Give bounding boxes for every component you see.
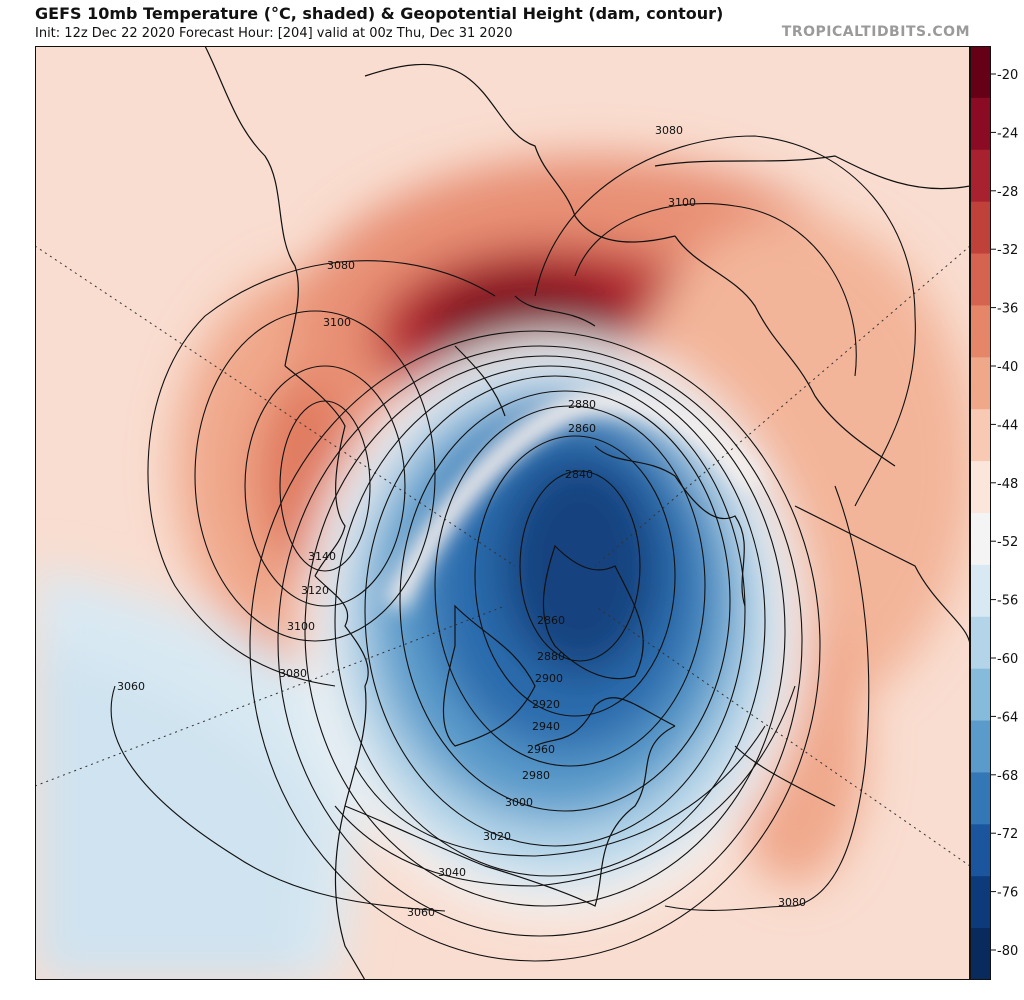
contour-label: 3080: [279, 667, 307, 680]
colorbar-tick-label: -72: [997, 827, 1018, 842]
contour-3040: [334, 685, 796, 887]
contour-label-group: 3080 3100 3080 3100 3140 3120 3100 3080 …: [117, 124, 806, 919]
contour-3100-tr: [574, 203, 857, 377]
contour-2960: [304, 355, 786, 907]
contour-label: 3040: [438, 866, 466, 879]
contour-label: 2960: [527, 743, 555, 756]
contour-3100-w: [194, 310, 436, 642]
contour-label: 3000: [505, 796, 533, 809]
map-title: GEFS 10mb Temperature (°C, shaded) & Geo…: [35, 4, 724, 23]
map-border: [35, 46, 970, 980]
contour-label: 3080: [655, 124, 683, 137]
colorbar-tick-label: -32: [997, 243, 1018, 258]
colorbar-tick-label: -76: [997, 886, 1018, 901]
colorbar-swatch: [970, 461, 991, 514]
contour-label: 3020: [483, 830, 511, 843]
map-subtitle: Init: 12z Dec 22 2020 Forecast Hour: [20…: [35, 26, 513, 41]
colorbar-tick-label: -20: [997, 68, 1018, 83]
contour-label: 3120: [301, 584, 329, 597]
contour-label: 2860: [537, 614, 565, 627]
contour-2840: [519, 470, 641, 662]
colorbar-swatch: [970, 149, 991, 203]
contour-label: 2900: [535, 672, 563, 685]
colorbar-tick-label: -80: [997, 944, 1018, 959]
colorbar-tick-label: -68: [997, 769, 1018, 784]
contour-2880: [434, 405, 706, 767]
contour-2920: [364, 375, 746, 847]
contour-label: 3060: [407, 906, 435, 919]
colorbar-swatch: [970, 616, 991, 670]
contour-label: 3060: [117, 680, 145, 693]
contour-3080-tr: [534, 135, 916, 507]
contour-3000: [249, 330, 821, 962]
contour-3140: [279, 400, 371, 572]
colorbar-swatch: [970, 409, 991, 462]
colorbar-tick-label: -56: [997, 594, 1018, 609]
colorbar-tick-label: -60: [997, 652, 1018, 667]
contour-label: 2940: [532, 720, 560, 733]
contour-label: 2880: [537, 650, 565, 663]
colorbar-swatch: [970, 97, 991, 151]
contour-2860: [474, 435, 676, 717]
contour-2900: [399, 390, 731, 812]
contour-3020: [354, 725, 766, 857]
colorbar-swatch: [970, 564, 991, 618]
contour-label: 3080: [778, 896, 806, 909]
colorbar-swatch: [970, 772, 991, 825]
contour-label: 2840: [565, 468, 593, 481]
colorbar-tick-label: -40: [997, 360, 1018, 375]
colorbar-swatch: [970, 201, 991, 255]
colorbar-swatch: [970, 305, 991, 358]
colorbar-tick-label: -64: [997, 710, 1018, 725]
colorbar-tick-label: -28: [997, 185, 1018, 200]
colorbar-tick-label: -24: [997, 126, 1018, 141]
contour-label: 2880: [568, 398, 596, 411]
colorbar-swatch: [970, 46, 991, 99]
colorbar-tick-label: -48: [997, 477, 1018, 492]
contour-label: 2980: [522, 769, 550, 782]
colorbar-tick-label: -36: [997, 302, 1018, 317]
colorbar-swatch: [970, 928, 991, 980]
colorbar-tick-label: -52: [997, 535, 1018, 550]
contour-label: 2920: [532, 698, 560, 711]
colorbar-border: [970, 46, 991, 980]
colorbar-swatch: [970, 668, 991, 722]
contour-3080-se: [664, 485, 870, 911]
contour-2940: [334, 365, 766, 877]
contour-3120: [244, 365, 406, 607]
contour-label: 3140: [308, 550, 336, 563]
colorbar-swatch: [970, 253, 991, 306]
contour-label: 3100: [287, 620, 315, 633]
watermark: TROPICALTIDBITS.COM: [781, 24, 970, 40]
height-contours: [110, 135, 916, 962]
contour-label: 2860: [568, 422, 596, 435]
colorbar-swatch: [970, 824, 991, 877]
contour-label: 3100: [668, 196, 696, 209]
colorbar-tick-label: -44: [997, 418, 1018, 433]
contour-3080-w: [147, 260, 496, 687]
colorbar-swatch: [970, 513, 991, 566]
colorbar-swatch: [970, 876, 991, 929]
shade-vortex-core: [500, 456, 660, 676]
contour-2980: [277, 345, 803, 937]
contour-label: 3100: [323, 316, 351, 329]
graticule: [35, 245, 970, 867]
temperature-colorbar: -20 -24 -28 -32 -36 -40 -44 -48 -52 -56 -60 -64 -68 -…: [970, 46, 1018, 980]
colorbar-swatch: [970, 720, 991, 773]
temperature-height-map: 3080 3100 3080 3100 3140 3120 3100 3080 …: [35, 46, 970, 980]
contour-label: 3080: [327, 259, 355, 272]
colorbar-swatch: [970, 357, 991, 410]
